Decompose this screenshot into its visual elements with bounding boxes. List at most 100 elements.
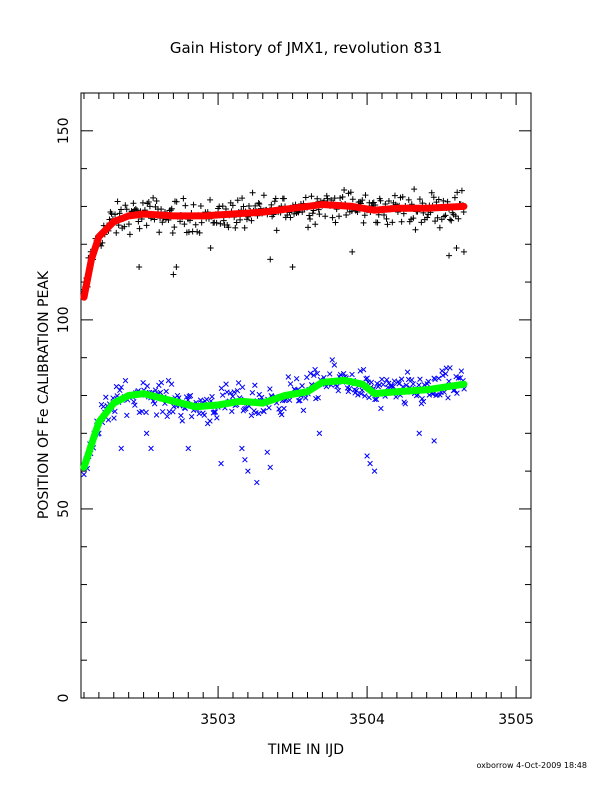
- data-point: [445, 395, 451, 401]
- data-point: [451, 194, 458, 201]
- data-point: [234, 387, 241, 394]
- data-point: [442, 212, 449, 219]
- data-point: [442, 371, 449, 377]
- data-point: [384, 221, 391, 228]
- data-point: [307, 216, 314, 223]
- data-point: [231, 389, 237, 395]
- data-point: [248, 217, 255, 224]
- data-point: [139, 199, 146, 206]
- data-point: [122, 377, 129, 384]
- data-point: [447, 365, 453, 371]
- data-point: [359, 197, 366, 204]
- data-point: [444, 198, 451, 205]
- data-point: [360, 219, 367, 226]
- data-point: [182, 202, 189, 209]
- data-point: [207, 196, 214, 203]
- data-point: [123, 206, 130, 213]
- data-point: [329, 357, 336, 363]
- data-point: [219, 203, 226, 210]
- data-point: [315, 394, 321, 401]
- data-point: [452, 213, 459, 220]
- outlier-point: [136, 263, 143, 270]
- x-tick-label: 3503: [200, 712, 236, 728]
- data-point: [383, 215, 390, 222]
- data-point: [239, 195, 246, 202]
- outlier-point: [207, 245, 214, 252]
- data-point: [364, 375, 370, 381]
- data-point: [373, 396, 380, 403]
- data-point: [112, 408, 118, 415]
- data-point: [411, 186, 418, 193]
- data-point: [339, 194, 346, 201]
- data-point: [299, 383, 305, 389]
- data-point: [118, 206, 125, 213]
- outlier-point: [170, 271, 177, 278]
- data-point: [122, 202, 129, 209]
- data-point: [408, 377, 415, 383]
- data-point: [256, 201, 263, 208]
- data-point: [267, 386, 273, 392]
- outlier-point: [185, 445, 192, 452]
- data-point: [140, 379, 146, 386]
- outlier-point: [446, 252, 453, 259]
- data-point: [385, 198, 392, 205]
- data-point: [295, 398, 302, 404]
- data-point: [389, 219, 396, 226]
- data-point: [112, 211, 119, 218]
- data-point: [399, 193, 406, 200]
- x-tick-label: 3505: [498, 712, 534, 728]
- outlier-point: [245, 468, 251, 474]
- data-point: [345, 388, 352, 395]
- data-point: [349, 196, 356, 203]
- outlier-point: [316, 430, 323, 437]
- outlier-point: [371, 468, 378, 474]
- outlier-point: [267, 256, 274, 263]
- outlier-point: [367, 460, 373, 467]
- data-point: [353, 387, 360, 394]
- data-point: [217, 220, 224, 227]
- data-point: [378, 405, 384, 412]
- data-point: [307, 370, 314, 377]
- data-point: [380, 381, 386, 388]
- data-point: [432, 218, 439, 225]
- data-point: [121, 223, 128, 230]
- data-point: [417, 376, 423, 382]
- data-point: [168, 205, 175, 212]
- data-point: [349, 371, 355, 378]
- outlier-point: [349, 248, 356, 255]
- data-point: [335, 387, 342, 394]
- data-point: [440, 197, 447, 204]
- data-point: [125, 221, 132, 228]
- data-point: [285, 374, 292, 380]
- data-point: [261, 408, 267, 415]
- data-point: [379, 376, 385, 383]
- data-point: [281, 405, 287, 412]
- data-point: [374, 219, 381, 226]
- data-point: [331, 195, 338, 202]
- data-point: [402, 401, 409, 407]
- data-point: [418, 219, 425, 226]
- data-point: [252, 202, 259, 209]
- data-point: [207, 418, 213, 424]
- data-point: [145, 198, 152, 205]
- data-point: [197, 397, 204, 403]
- data-point: [316, 211, 323, 218]
- data-point: [103, 394, 109, 401]
- data-point: [448, 217, 455, 224]
- data-point: [214, 415, 220, 421]
- data-point: [324, 195, 331, 202]
- y-tick-label: 100: [56, 307, 72, 334]
- data-point: [139, 408, 145, 415]
- data-point: [293, 375, 300, 382]
- data-point: [337, 371, 344, 378]
- outlier-point: [460, 248, 467, 255]
- data-point: [220, 217, 227, 224]
- x-tick-label: 3504: [349, 712, 385, 728]
- data-point: [81, 471, 87, 478]
- data-point: [245, 203, 252, 210]
- data-point: [209, 393, 215, 400]
- data-point: [126, 231, 133, 238]
- data-point: [435, 375, 442, 382]
- data-point: [458, 368, 465, 374]
